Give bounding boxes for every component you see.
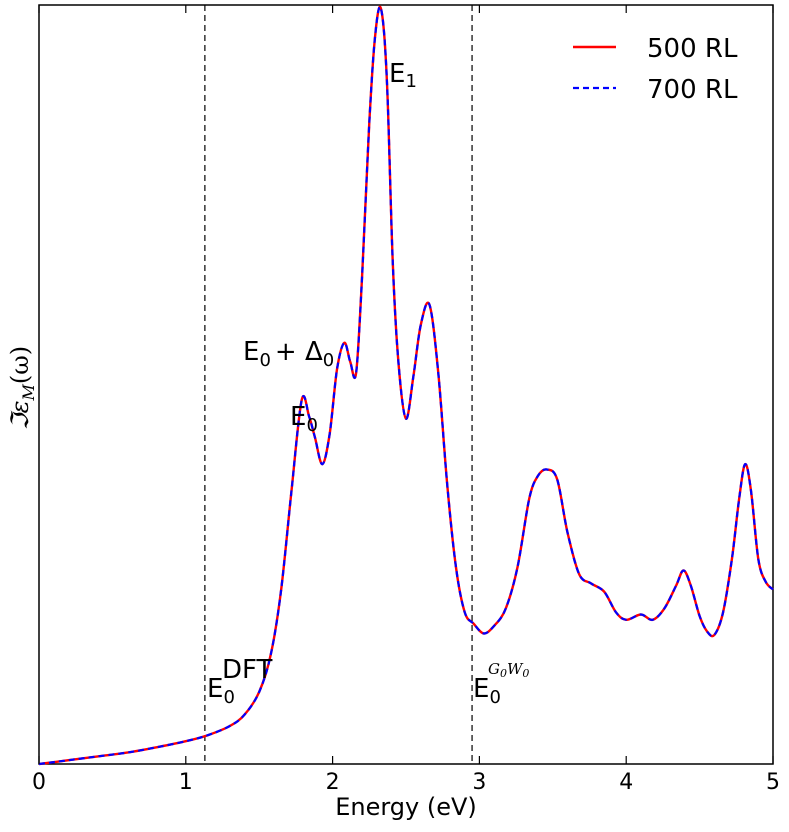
plot-frame bbox=[38, 4, 774, 765]
x-tick-label: 4 bbox=[619, 770, 633, 795]
x-tick-label: 5 bbox=[766, 770, 780, 795]
x-axis-ticks: 0 1 2 3 4 5 bbox=[32, 5, 780, 795]
annotation-e0-delta0: E0 + Δ0 bbox=[243, 337, 334, 371]
x-tick-label: 0 bbox=[32, 770, 46, 795]
annotation-e1: E1 bbox=[389, 59, 417, 92]
legend-label-700-rl: 700 RL bbox=[647, 75, 738, 105]
x-tick-label: 3 bbox=[472, 770, 486, 795]
annotation-e0-g0w0: E0 G0W0 bbox=[473, 660, 529, 708]
y-axis-title-main: ℑε bbox=[6, 401, 34, 431]
x-axis-title: Energy (eV) bbox=[335, 793, 477, 821]
svg-text:G0W0: G0W0 bbox=[488, 660, 529, 680]
y-axis-title-arg: (ω) bbox=[6, 346, 34, 384]
annotation-e0: E0 bbox=[290, 402, 318, 436]
legend: 500 RL 700 RL bbox=[573, 34, 738, 105]
y-axis-title: ℑεM(ω) bbox=[6, 346, 38, 430]
svg-text:ℑεM(ω): ℑεM(ω) bbox=[6, 346, 38, 430]
x-tick-label: 1 bbox=[179, 770, 193, 795]
svg-text:DFT: DFT bbox=[222, 655, 273, 685]
legend-label-500-rl: 500 RL bbox=[647, 34, 738, 64]
x-tick-label: 2 bbox=[326, 770, 340, 795]
series-700-rl-line bbox=[38, 5, 774, 766]
svg-text:E0: E0 bbox=[207, 674, 235, 708]
y-axis-title-sub: M bbox=[19, 384, 38, 402]
svg-text:E0: E0 bbox=[473, 674, 501, 708]
annotation-e0-dft: E0 DFT bbox=[207, 655, 273, 708]
